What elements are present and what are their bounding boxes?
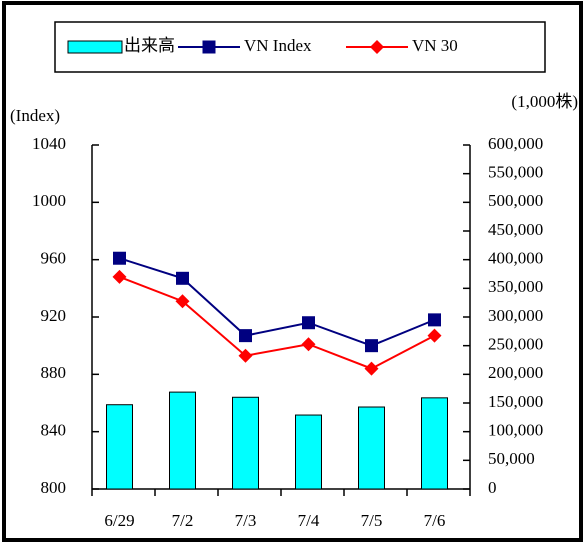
y2-tick-label: 300,000 [488,306,543,325]
y2-tick-label: 200,000 [488,363,543,382]
marker [428,313,441,327]
marker [113,251,126,265]
y-tick-label: 1000 [32,191,66,210]
y-tick-label: 1040 [32,134,66,153]
marker [176,271,189,285]
marker [364,361,379,376]
x-tick-label: 7/5 [361,511,383,530]
y-tick-label: 840 [41,421,67,440]
bar [295,414,322,490]
marker [427,328,442,343]
legend-label: VN Index [244,36,312,55]
bar [421,397,448,490]
marker [239,329,252,343]
y2-tick-label: 50,000 [488,449,535,468]
legend-swatch [67,40,123,54]
legend-box [54,21,546,73]
bar [358,406,385,490]
y2-tick-label: 600,000 [488,134,543,153]
x-tick-label: 6/29 [104,511,134,530]
marker [301,337,316,352]
y2-tick-label: 0 [488,478,497,497]
y2-tick-label: 100,000 [488,421,543,440]
x-tick-label: 7/2 [172,511,194,530]
y2-tick-label: 550,000 [488,163,543,182]
y-tick-label: 960 [41,249,67,268]
y2-tick-label: 500,000 [488,191,543,210]
y2-tick-label: 400,000 [488,249,543,268]
x-tick-label: 7/3 [235,511,257,530]
y-axis-label: (Index) [10,106,60,125]
marker [175,294,190,309]
bar [232,396,259,490]
y-tick-label: 880 [41,363,67,382]
marker [302,316,315,330]
marker [365,339,378,353]
marker [238,348,253,363]
y2-tick-label: 450,000 [488,220,543,239]
y2-axis-label: (1,000株) [511,92,578,111]
line [119,275,435,370]
legend-label: VN 30 [412,36,458,55]
legend-marker [202,40,216,54]
legend-marker [370,40,384,54]
marker [112,269,127,284]
y-tick-label: 800 [41,478,67,497]
x-tick-label: 7/6 [424,511,446,530]
y2-tick-label: 250,000 [488,335,543,354]
legend-label: 出来高 [124,36,175,55]
bar [106,404,133,490]
y2-tick-label: 150,000 [488,392,543,411]
bar [169,391,196,490]
line [119,257,435,347]
x-tick-label: 7/4 [298,511,320,530]
y-tick-label: 920 [41,306,67,325]
y2-tick-label: 350,000 [488,277,543,296]
